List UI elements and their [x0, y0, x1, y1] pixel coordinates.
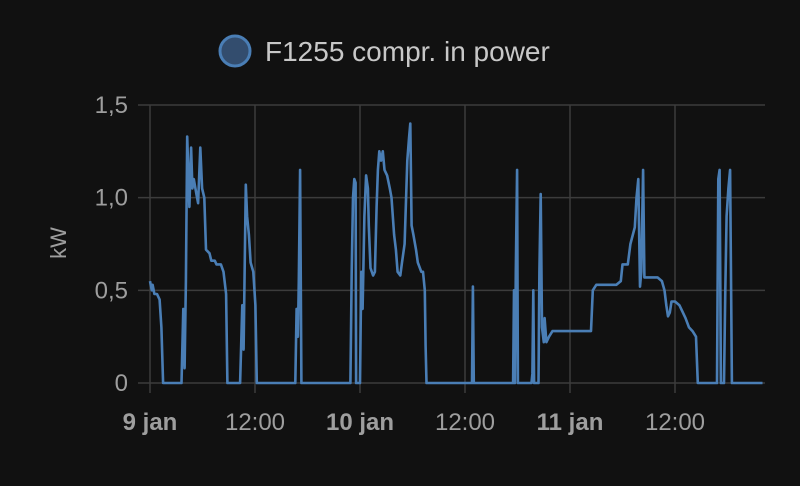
y-tick-label: 1,5: [95, 92, 128, 119]
x-axis-ticks: 9 jan 12:00 10 jan 12:00 11 jan 12:00: [123, 409, 705, 436]
legend-label: F1255 compr. in power: [265, 36, 550, 67]
x-tick-label: 9 jan: [123, 409, 178, 436]
x-tick-label: 12:00: [435, 409, 495, 436]
x-tick-label: 12:00: [645, 409, 705, 436]
y-tick-label: 0: [115, 370, 128, 397]
x-tick-label: 11 jan: [537, 409, 604, 436]
y-axis-ticks: 0 0,5 1,0 1,5: [95, 92, 128, 397]
y-axis-label: kW: [46, 227, 71, 259]
y-tick-label: 1,0: [95, 185, 128, 212]
y-tick-label: 0,5: [95, 277, 128, 304]
x-tick-label: 10 jan: [326, 409, 394, 436]
grid: [138, 104, 765, 393]
x-tick-label: 12:00: [225, 409, 285, 436]
series-line: [148, 122, 763, 385]
legend[interactable]: F1255 compr. in power: [218, 34, 550, 68]
legend-swatch: [218, 34, 252, 68]
